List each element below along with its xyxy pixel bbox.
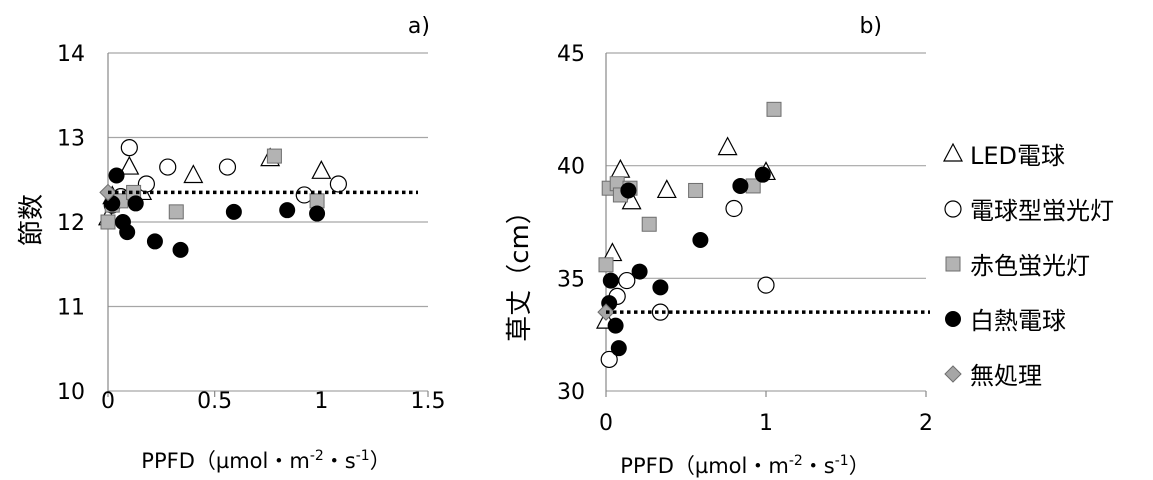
panel-a-point-filled-circle xyxy=(279,202,296,219)
panel-a-y-axis-title: 節数 xyxy=(17,194,47,246)
panel-a-point-filled-circle xyxy=(108,167,125,184)
panel-a-point-circle xyxy=(159,158,177,176)
panel-b-point-square xyxy=(641,216,657,232)
legend-item-label: LED電球 xyxy=(970,142,1065,170)
legend-item-label: 電球型蛍光灯 xyxy=(970,197,1114,225)
panel-a-label: a) xyxy=(408,14,430,39)
panel-a-y-tick-label: 14 xyxy=(57,42,85,67)
panel-a-gridlines xyxy=(107,52,429,397)
panel-a-point-circle xyxy=(120,139,138,157)
panel-b-y-tick-label: 45 xyxy=(557,42,585,67)
panel-b-point-filled-circle xyxy=(602,272,619,289)
panel-a-point-filled-circle xyxy=(146,233,163,250)
panel-b-x-tick-label: 2 xyxy=(919,411,933,436)
legend-marker-square xyxy=(945,256,961,272)
panel-b-point-filled-circle xyxy=(652,279,669,296)
panel-a-markers xyxy=(98,139,347,258)
panel-a-point-circle xyxy=(329,175,347,193)
panel-b-point-filled-circle xyxy=(610,340,627,357)
panel-b-point-circle xyxy=(651,303,670,321)
panel-b-point-circle xyxy=(725,199,743,218)
panel-a-point-square xyxy=(266,148,282,164)
panel-b-markers xyxy=(596,101,782,369)
panel-b-point-triangle xyxy=(717,136,738,156)
legend-marker-filled-circle xyxy=(945,311,961,327)
panel-a-point-triangle xyxy=(311,160,332,179)
panel-b-gridlines xyxy=(605,52,927,397)
panel-b-x-tick-label: 1 xyxy=(759,411,773,436)
panel-b-point-filled-circle xyxy=(607,317,624,334)
panel-a-y-tick-label: 12 xyxy=(57,211,85,236)
panel-a-x-tick-label: 1.5 xyxy=(411,389,446,414)
panel-a-point-square xyxy=(100,214,116,230)
panel-a-y-tick-label: 13 xyxy=(57,127,85,152)
panel-a-y-tick-label: 10 xyxy=(57,380,85,405)
panel-a-point-triangle xyxy=(119,155,140,175)
panel-a-x-tick-label: 1 xyxy=(314,389,328,414)
legend-marker-circle xyxy=(944,200,962,218)
panel-b-point-square xyxy=(598,257,614,273)
panel-b-x-axis-title: PPFD（µmol・m-2・s-1） xyxy=(620,453,869,478)
panel-b-chart: b) 草丈（cm） PPFD（µmol・m-2・s-1） 30 35 40 45 0 1 2 xyxy=(505,14,933,478)
panel-b-point-filled-circle xyxy=(692,232,709,249)
panel-b-label: b) xyxy=(859,14,882,39)
panel-a-point-square xyxy=(168,204,184,220)
panel-a-point-filled-circle xyxy=(225,203,242,220)
panel-a-x-axis-title: PPFD（µmol・m-2・s-1） xyxy=(141,448,390,473)
panel-a-point-filled-circle xyxy=(309,205,326,222)
panel-a-point-filled-circle xyxy=(127,195,144,212)
panel-b-point-circle xyxy=(757,276,775,294)
panel-b-point-square xyxy=(688,182,704,198)
panel-b-point-circle xyxy=(600,350,618,369)
panel-a-y-tick-label: 11 xyxy=(57,296,85,321)
panel-b-point-triangle xyxy=(610,158,631,178)
panel-a-x-tick-label: 0 xyxy=(101,389,115,414)
legend-marker-diamond xyxy=(944,365,962,383)
panel-a-point-filled-circle xyxy=(172,241,189,258)
panel-b-x-tick-label: 0 xyxy=(599,411,613,436)
legend-item-label: 白熱電球 xyxy=(970,307,1066,335)
panel-a-chart: a) 節数 PPFD（µmol・m-2・s-1） 10 11 12 13 14 0 0.5 1… xyxy=(17,14,446,473)
panel-b-y-tick-label: 35 xyxy=(557,267,585,292)
panel-b-y-axis-title: 草丈（cm） xyxy=(505,198,535,342)
panel-b-y-tick-label: 30 xyxy=(557,380,585,405)
panel-b-point-filled-circle xyxy=(754,166,771,183)
panel-a-point-triangle xyxy=(183,164,204,184)
panel-b-y-tick-label: 40 xyxy=(557,155,585,180)
legend-item-label: 赤色蛍光灯 xyxy=(970,252,1090,280)
panel-b-point-triangle xyxy=(656,179,677,199)
panel-b-point-filled-circle xyxy=(732,177,749,194)
panel-a-point-filled-circle xyxy=(119,224,136,241)
legend-item-label: 無処理 xyxy=(970,362,1042,390)
panel-a-x-tick-label: 0.5 xyxy=(197,389,232,414)
panel-b-point-filled-circle xyxy=(631,263,648,280)
panel-b-point-filled-circle xyxy=(620,182,637,199)
panel-b-point-square xyxy=(766,101,782,117)
panel-a-point-circle xyxy=(218,158,237,176)
legend-marker-triangle xyxy=(943,142,963,162)
